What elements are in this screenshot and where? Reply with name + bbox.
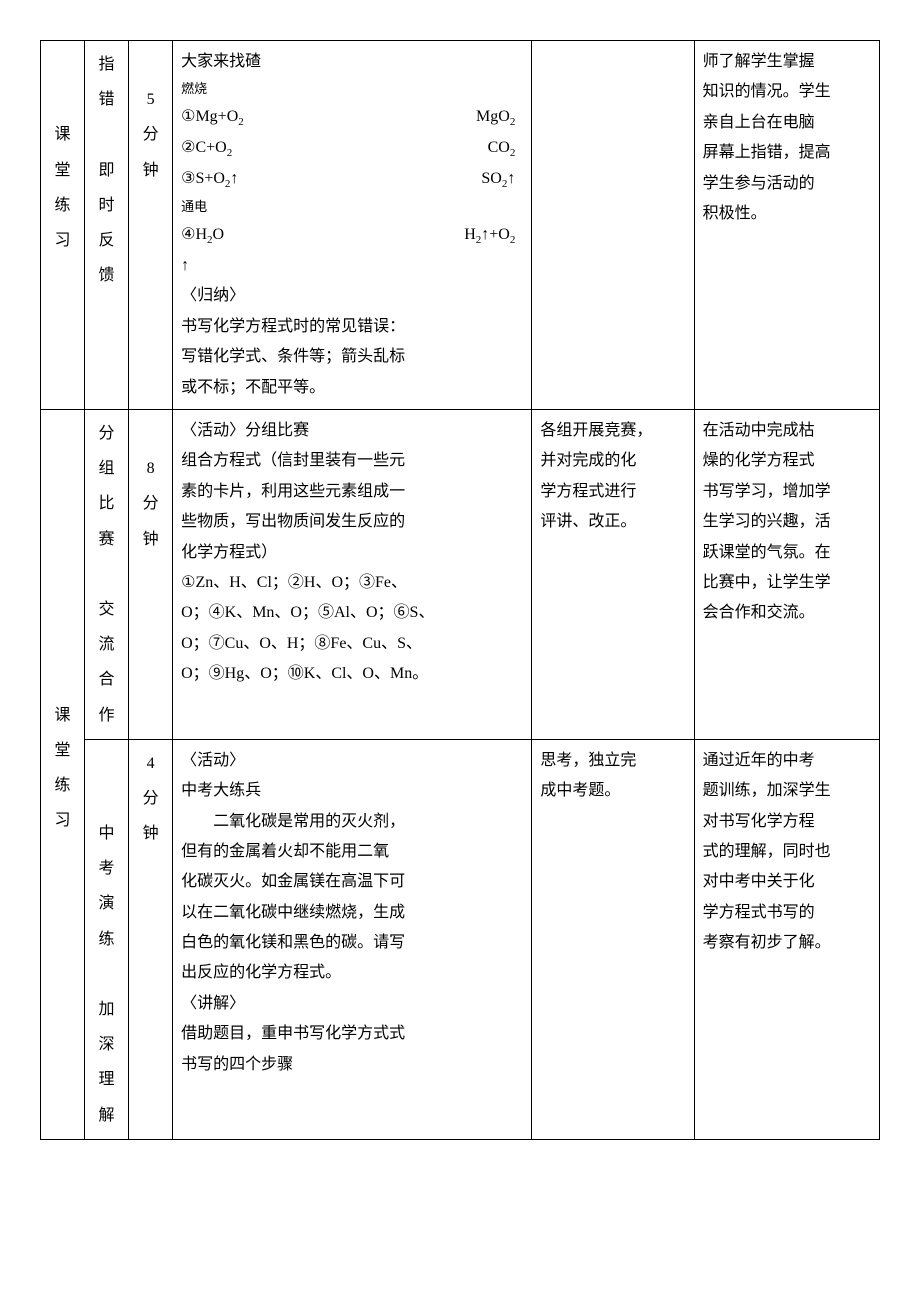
duration-label: 4 分 钟: [129, 739, 173, 1139]
design-intent-cell: 师了解学生掌握 知识的情况。学生 亲自上台在电脑 屏幕上指错，提高 学生参与活动…: [694, 41, 879, 410]
student-activity-cell: 各组开展竞赛， 并对完成的化 学方程式进行 评讲、改正。: [532, 410, 694, 740]
arrow-symbol: ↑: [181, 251, 523, 281]
design-intent-cell: 在活动中完成枯 燥的化学方程式 书写学习，增加学 生学习的兴趣，活 跃课堂的气氛…: [694, 410, 879, 740]
activity-label: 分 组 比 赛 交 流 合 作: [85, 410, 129, 740]
table-row: 课 堂 练 习 分 组 比 赛 交 流 合 作 8 分 钟 〈活动〉分组比赛 组…: [41, 410, 880, 740]
student-activity-cell: [532, 41, 694, 410]
equation-row: ④H2OH2↑+O2: [181, 220, 523, 251]
design-intent-cell: 通过近年的中考 题训练，加深学生 对书写化学方程 式的理解，同时也 对中考中关于…: [694, 739, 879, 1139]
content-cell: 〈活动〉分组比赛 组合方程式（信封里装有一些元 素的卡片，利用这些元素组成一 些…: [173, 410, 532, 740]
content-cell: 〈活动〉 中考大练兵 二氧化碳是常用的灭火剂， 但有的金属着火却不能用二氧 化碳…: [173, 739, 532, 1139]
student-activity-cell: 思考，独立完 成中考题。: [532, 739, 694, 1139]
section-label: 课 堂 练 习: [41, 410, 85, 1140]
table-row: 中 考 演 练 加 深 理 解 4 分 钟 〈活动〉 中考大练兵 二氧化碳是常用…: [41, 739, 880, 1139]
section-label: 课 堂 练 习: [41, 41, 85, 410]
lesson-plan-table: 课 堂 练 习 指 错 即 时 反 馈 5 分 钟 大家来找碴 燃烧 ①Mg+O…: [40, 40, 880, 1140]
equation-row: ②C+O2CO2: [181, 133, 523, 164]
condition-label: 通电: [181, 195, 523, 220]
equation-row: ①Mg+O2MgO2: [181, 102, 523, 133]
summary-block: 〈归纳〉 书写化学方程式时的常见错误： 写错化学式、条件等；箭头乱标 或不标；不…: [181, 281, 523, 403]
activity-title: 大家来找碴: [181, 47, 523, 77]
content-cell: 大家来找碴 燃烧 ①Mg+O2MgO2 ②C+O2CO2 ③S+O2↑SO2↑ …: [173, 41, 532, 410]
table-row: 课 堂 练 习 指 错 即 时 反 馈 5 分 钟 大家来找碴 燃烧 ①Mg+O…: [41, 41, 880, 410]
duration-label: 8 分 钟: [129, 410, 173, 740]
condition-label: 燃烧: [181, 77, 523, 102]
duration-label: 5 分 钟: [129, 41, 173, 410]
activity-label: 指 错 即 时 反 馈: [85, 41, 129, 410]
activity-label: 中 考 演 练 加 深 理 解: [85, 739, 129, 1139]
equation-row: ③S+O2↑SO2↑: [181, 164, 523, 195]
